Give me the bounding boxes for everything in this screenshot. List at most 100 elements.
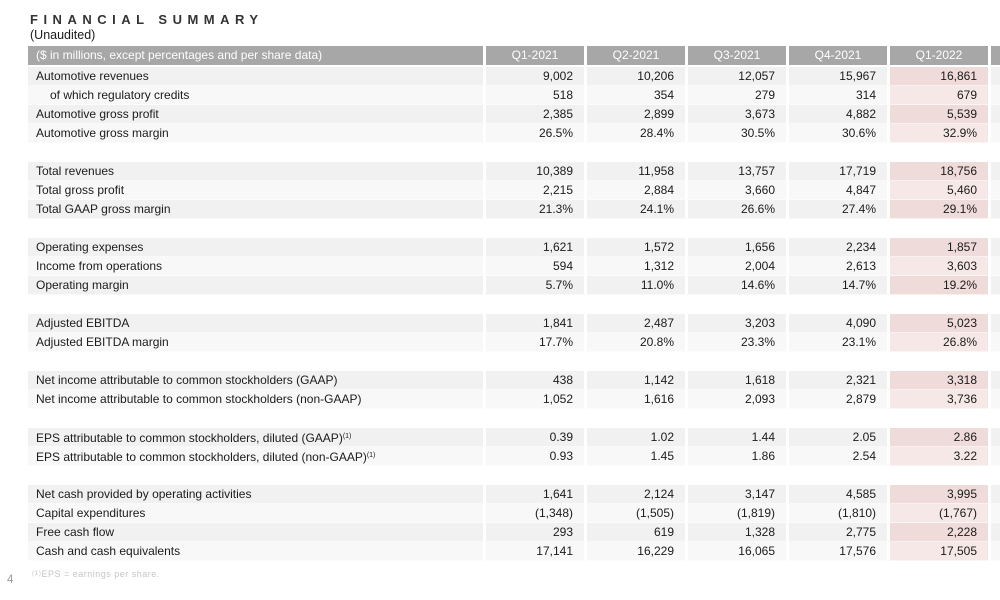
- row-label: Automotive revenues: [28, 67, 483, 86]
- cell-value: 1,656: [685, 238, 786, 257]
- row-label-superscript: (1): [342, 433, 352, 440]
- cell-value: 619: [584, 523, 685, 542]
- row-label: EPS attributable to common stockholders,…: [28, 447, 483, 466]
- cell-value: 17,576: [786, 542, 887, 561]
- row-label: Net income attributable to common stockh…: [28, 390, 483, 409]
- table-row: Cash and cash equivalents 17,141 16,229 16,…: [28, 542, 1000, 561]
- row-label: Net cash provided by operating activitie…: [28, 485, 483, 504]
- cell-value: 2,215: [483, 181, 584, 200]
- cutoff-cell: [988, 162, 1000, 181]
- footnote: (1)EPS = earnings per share.: [32, 569, 160, 579]
- cell-value: 3,318: [887, 371, 988, 390]
- cell-value: 1,841: [483, 314, 584, 333]
- cutoff-cell: [988, 105, 1000, 124]
- cutoff-cell: [988, 504, 1000, 523]
- footnote-text: EPS = earnings per share.: [41, 569, 160, 579]
- table-row: Net cash provided by operating activitie…: [28, 485, 1000, 504]
- table-row: Automotive gross margin 26.5% 28.4% 30.5% 30…: [28, 124, 1000, 143]
- row-label: Automotive gross profit: [28, 105, 483, 124]
- section-spacer: [28, 143, 1000, 162]
- cell-value: 4,090: [786, 314, 887, 333]
- cell-value: 1,616: [584, 390, 685, 409]
- cutoff-cell: [988, 390, 1000, 409]
- table-row: Total GAAP gross margin 21.3% 24.1% 26.6% 27…: [28, 200, 1000, 219]
- cutoff-cell: [988, 371, 1000, 390]
- cell-value: 5,460: [887, 181, 988, 200]
- row-label: of which regulatory credits: [28, 86, 483, 105]
- table-row: Net income attributable to common stockh…: [28, 390, 1000, 409]
- cell-value: 24.1%: [584, 200, 685, 219]
- cell-value: 279: [685, 86, 786, 105]
- table-row: Automotive gross profit 2,385 2,899 3,673 4,…: [28, 105, 1000, 124]
- cutoff-cell: [988, 333, 1000, 352]
- cell-value: 314: [786, 86, 887, 105]
- cell-value: 19.2%: [887, 276, 988, 295]
- table-row: Capital expenditures (1,348) (1,505) (1,819…: [28, 504, 1000, 523]
- row-label: Total gross profit: [28, 181, 483, 200]
- cell-value: 5,023: [887, 314, 988, 333]
- cell-value: 3,736: [887, 390, 988, 409]
- row-label: Operating margin: [28, 276, 483, 295]
- cutoff-cell: [988, 200, 1000, 219]
- cell-value: 21.3%: [483, 200, 584, 219]
- cell-value: 11.0%: [584, 276, 685, 295]
- cell-value: 2,487: [584, 314, 685, 333]
- section-spacer: [28, 219, 1000, 238]
- row-label: Adjusted EBITDA: [28, 314, 483, 333]
- row-label: Free cash flow: [28, 523, 483, 542]
- section-spacer: [28, 352, 1000, 371]
- section-spacer: [28, 466, 1000, 485]
- row-label: Total GAAP gross margin: [28, 200, 483, 219]
- table-row: EPS attributable to common stockholders,…: [28, 447, 1000, 466]
- cell-value: 20.8%: [584, 333, 685, 352]
- cell-value: 17,719: [786, 162, 887, 181]
- cell-value: 10,389: [483, 162, 584, 181]
- row-label: Net income attributable to common stockh…: [28, 371, 483, 390]
- cell-value: 30.5%: [685, 124, 786, 143]
- cell-value: 3,203: [685, 314, 786, 333]
- table-row: Adjusted EBITDA margin 17.7% 20.8% 23.3% 23.…: [28, 333, 1000, 352]
- cell-value: 2.54: [786, 447, 887, 466]
- financial-summary-table: ($ in millions, except percentages and p…: [28, 46, 1000, 561]
- cell-value: 3,147: [685, 485, 786, 504]
- cell-value: 3,995: [887, 485, 988, 504]
- cell-value: 26.5%: [483, 124, 584, 143]
- cutoff-cell: [988, 447, 1000, 466]
- cell-value: 1,052: [483, 390, 584, 409]
- cell-value: 438: [483, 371, 584, 390]
- table-row: EPS attributable to common stockholders,…: [28, 428, 1000, 447]
- table-row: Automotive revenues 9,002 10,206 12,057 15,9…: [28, 67, 1000, 86]
- row-label: Automotive gross margin: [28, 124, 483, 143]
- cell-value: 1,621: [483, 238, 584, 257]
- cell-value: 2,124: [584, 485, 685, 504]
- table-row: Net income attributable to common stockh…: [28, 371, 1000, 390]
- cell-value: 0.93: [483, 447, 584, 466]
- row-label-superscript: (1): [366, 452, 376, 459]
- cell-value: 1,142: [584, 371, 685, 390]
- section-spacer: [28, 409, 1000, 428]
- cell-value: 2,228: [887, 523, 988, 542]
- cell-value: 15,967: [786, 67, 887, 86]
- cell-value: 11,958: [584, 162, 685, 181]
- cutoff-column-header: [988, 46, 1000, 65]
- cell-value: 2.86: [887, 428, 988, 447]
- cell-value: 2,093: [685, 390, 786, 409]
- cell-value: 0.39: [483, 428, 584, 447]
- cutoff-cell: [988, 257, 1000, 276]
- table-row: of which regulatory credits 518 354 279 314 6…: [28, 86, 1000, 105]
- cell-value: (1,767): [887, 504, 988, 523]
- cell-value: 10,206: [584, 67, 685, 86]
- row-label: EPS attributable to common stockholders,…: [28, 428, 483, 447]
- column-header-q4-2021: Q4-2021: [786, 46, 887, 65]
- cutoff-cell: [988, 67, 1000, 86]
- cell-value: 16,229: [584, 542, 685, 561]
- cell-value: (1,348): [483, 504, 584, 523]
- cell-value: 3,673: [685, 105, 786, 124]
- cell-value: 18,756: [887, 162, 988, 181]
- cell-value: 2,234: [786, 238, 887, 257]
- column-header-q1-2022: Q1-2022: [887, 46, 988, 65]
- cell-value: 17.7%: [483, 333, 584, 352]
- table-row: Operating expenses 1,621 1,572 1,656 2,234 1,…: [28, 238, 1000, 257]
- table-row: Total revenues 10,389 11,958 13,757 17,719 18…: [28, 162, 1000, 181]
- cell-value: 27.4%: [786, 200, 887, 219]
